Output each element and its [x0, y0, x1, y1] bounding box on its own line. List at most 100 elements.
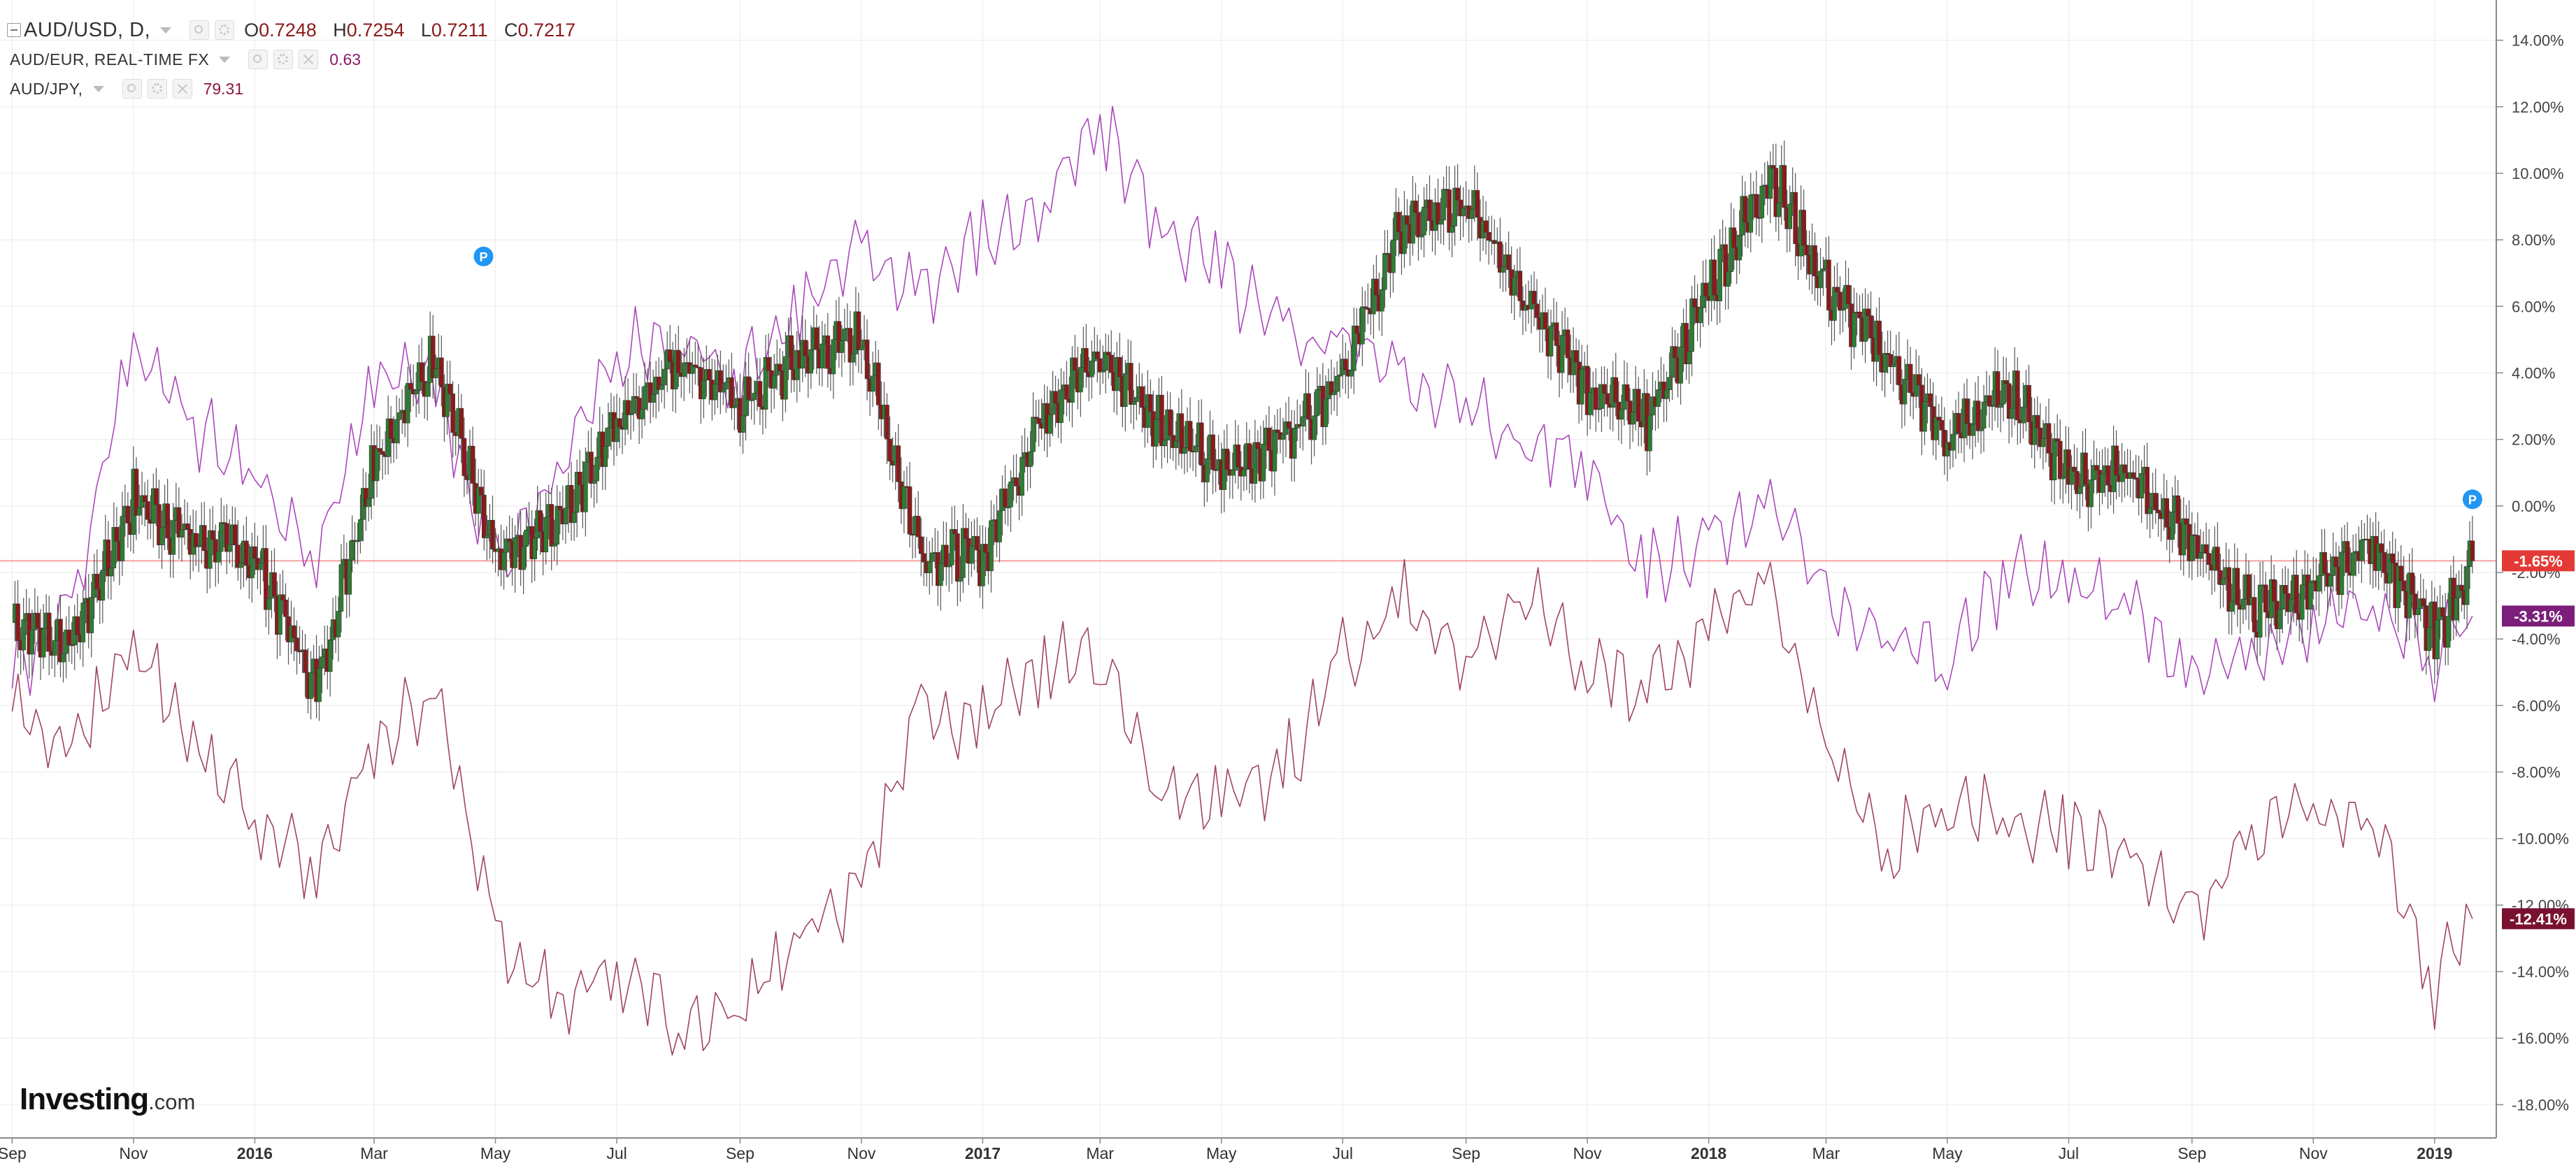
gear-icon[interactable] — [273, 50, 294, 69]
candle-up — [681, 362, 687, 377]
candle-down — [1255, 442, 1261, 449]
collapse-icon[interactable] — [7, 23, 21, 37]
candle-up — [1452, 187, 1457, 226]
candle-down — [2470, 540, 2475, 561]
candle-up — [475, 486, 481, 514]
candle-up — [571, 512, 577, 524]
candle-up — [504, 538, 509, 553]
candle-down — [557, 505, 563, 510]
candle-down — [636, 398, 642, 419]
candle-down — [1036, 418, 1041, 424]
candle-down — [430, 336, 436, 378]
compare-symbol-aud-jpy[interactable]: AUD/JPY, — [10, 79, 83, 98]
investing-logo: Investing.com — [20, 1082, 195, 1117]
candle-up — [1019, 456, 1024, 496]
candle-down — [549, 504, 554, 547]
candle-down — [1602, 384, 1607, 394]
candle-up — [1656, 389, 1661, 407]
candle-up — [179, 529, 185, 538]
candle-up — [1579, 368, 1584, 405]
x-tick-label: Sep — [2177, 1144, 2206, 1162]
candle-down — [2398, 565, 2404, 582]
marker-p-circle — [473, 246, 494, 266]
high-value: 0.7254 — [346, 19, 405, 41]
candle-down — [568, 484, 574, 524]
candle-up — [2396, 565, 2401, 608]
candle-down — [1329, 381, 1334, 396]
candle-down — [2294, 575, 2299, 614]
chevron-down-icon[interactable] — [160, 27, 172, 34]
y-tick-label: -16.00% — [2512, 1030, 2569, 1047]
candle-up — [136, 507, 142, 516]
candle-down — [213, 539, 218, 563]
candle-up — [258, 563, 263, 570]
candle-up — [1100, 370, 1105, 373]
y-tick-label: 12.00% — [2512, 99, 2564, 116]
candle-down — [1605, 393, 1610, 405]
candle-down — [154, 488, 159, 505]
candle-up — [1182, 447, 1187, 454]
gear-icon[interactable] — [147, 79, 167, 99]
candle-up — [250, 546, 255, 579]
candle-up — [1360, 306, 1365, 345]
candle-up — [1070, 357, 1075, 403]
candle-down — [294, 637, 299, 651]
candle-up — [2277, 609, 2282, 629]
eye-icon[interactable] — [248, 50, 269, 69]
candle-up — [1441, 189, 1446, 221]
candle-down — [2215, 547, 2220, 571]
candle-up — [1123, 373, 1128, 408]
candle-up — [2454, 597, 2459, 621]
close-icon[interactable] — [172, 79, 192, 99]
eye-icon[interactable] — [189, 20, 210, 40]
candle-down — [478, 486, 484, 496]
x-tick-label: May — [1932, 1144, 1963, 1162]
candle-down — [459, 408, 464, 439]
candle-down — [1517, 271, 1523, 301]
candle-down — [1053, 391, 1058, 404]
candle-down — [297, 651, 302, 653]
series-layer — [11, 106, 2475, 1056]
candle-down — [814, 327, 820, 349]
candle-down — [944, 545, 949, 568]
candle-up — [1469, 209, 1475, 219]
candle-up — [1162, 440, 1167, 447]
eye-icon[interactable] — [122, 79, 142, 99]
main-symbol[interactable]: AUD/USD, D, — [24, 18, 151, 41]
candle-up — [1981, 401, 1987, 428]
compare-symbol-aud-eur[interactable]: AUD/EUR, REAL-TIME FX — [10, 50, 210, 69]
y-tick-label: -4.00% — [2512, 630, 2561, 648]
candle-up — [111, 527, 117, 568]
candle-up — [901, 486, 907, 510]
chevron-down-icon[interactable] — [92, 85, 104, 92]
chevron-down-icon[interactable] — [219, 56, 231, 63]
candle-down — [2263, 584, 2268, 613]
candle-up — [266, 598, 271, 610]
candle-up — [2240, 598, 2246, 610]
candle-up — [859, 346, 864, 350]
y-tick-label: -14.00% — [2512, 963, 2569, 981]
candle-down — [2252, 597, 2257, 633]
candle-down — [757, 381, 763, 407]
gear-icon[interactable] — [215, 20, 235, 40]
candle-down — [1573, 350, 1579, 363]
candle-down — [1187, 421, 1193, 452]
candle-down — [738, 398, 743, 433]
candle-down — [66, 629, 71, 645]
candle-down — [193, 533, 199, 547]
close-value: 0.7217 — [517, 19, 576, 41]
candle-up — [215, 551, 221, 563]
candle-up — [2221, 578, 2226, 585]
candle-down — [1396, 212, 1401, 233]
candle-up — [1970, 424, 1975, 436]
candle-down — [1236, 445, 1241, 468]
close-icon[interactable] — [299, 50, 319, 69]
candle-down — [2390, 554, 2396, 563]
candle-up — [721, 389, 726, 393]
candle-down — [1928, 394, 1933, 407]
candle-up — [1337, 374, 1343, 377]
candle-down — [2072, 466, 2077, 472]
candle-up — [2198, 552, 2203, 559]
candle-down — [2246, 574, 2252, 605]
